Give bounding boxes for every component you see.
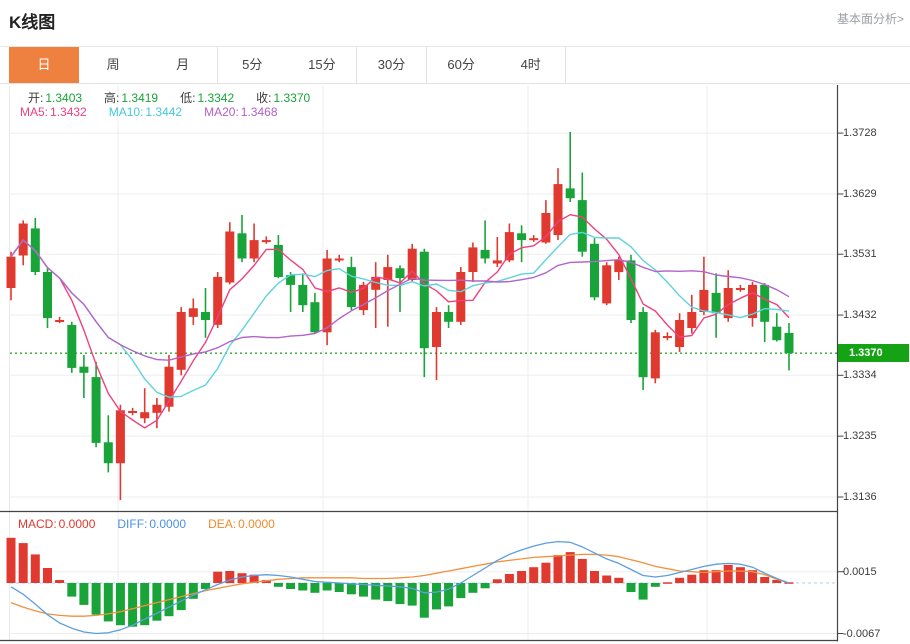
price-tick-label: 1.3629 bbox=[843, 187, 877, 200]
price-tick-label: 1.3432 bbox=[843, 309, 877, 322]
candlestick-macd-canvas[interactable] bbox=[0, 84, 910, 644]
tab-period-30分[interactable]: 30分 bbox=[357, 47, 427, 83]
period-tab-bar: 日周月 5分 15分 30分 60分 4时 bbox=[0, 47, 910, 84]
price-tick-label: 1.3531 bbox=[843, 248, 877, 261]
chart-area[interactable]: 开: 1.3403 高: 1.3419 低: 1.3342 收: 1.3370 MA5: 1.3… bbox=[0, 84, 910, 644]
tab-period-周[interactable]: 周 bbox=[78, 47, 149, 83]
tab-period-5分[interactable]: 5分 bbox=[217, 47, 288, 83]
header: K线图 基本面分析> bbox=[0, 0, 910, 47]
readout-item: 收: 1.3370 bbox=[256, 91, 311, 105]
ohlc-readout: 开: 1.3403 高: 1.3419 低: 1.3342 收: 1.3370 bbox=[28, 89, 332, 106]
tab-period-日[interactable]: 日 bbox=[9, 47, 79, 83]
readout-item: DIFF: 0.0000 bbox=[117, 517, 187, 531]
fundamental-analysis-link[interactable]: 基本面分析> bbox=[836, 12, 904, 26]
readout-item: 高: 1.3419 bbox=[104, 91, 159, 105]
readout-item: MA10: 1.3442 bbox=[108, 105, 183, 119]
tab-period-月[interactable]: 月 bbox=[148, 47, 219, 83]
tab-period-4时[interactable]: 4时 bbox=[496, 47, 567, 83]
readout-item: MACD: 0.0000 bbox=[18, 517, 96, 531]
macd-tick-label: -0.0067 bbox=[843, 627, 881, 640]
price-tick-label: 1.3334 bbox=[843, 369, 877, 382]
tab-period-60分[interactable]: 60分 bbox=[426, 47, 497, 83]
page-title: K线图 bbox=[9, 13, 56, 32]
ma-readout: MA5: 1.3432 MA10: 1.3442 MA20: 1.3468 bbox=[20, 105, 300, 119]
readout-item: 开: 1.3403 bbox=[28, 91, 83, 105]
readout-item: MA20: 1.3468 bbox=[204, 105, 278, 119]
readout-item: 低: 1.3342 bbox=[180, 91, 235, 105]
macd-tick-label: 0.0015 bbox=[843, 565, 877, 578]
price-tick-label: 1.3235 bbox=[843, 430, 877, 443]
price-tick-label: 1.3728 bbox=[843, 127, 877, 140]
price-tick-label: 1.3136 bbox=[843, 491, 877, 503]
tab-period-15分[interactable]: 15分 bbox=[287, 47, 358, 83]
macd-readout: MACD: 0.0000 DIFF: 0.0000 DEA: 0.0000 bbox=[18, 517, 297, 531]
last-price-tag: 1.3370 bbox=[838, 344, 909, 363]
readout-item: MA5: 1.3432 bbox=[20, 105, 87, 119]
readout-item: DEA: 0.0000 bbox=[208, 517, 275, 531]
